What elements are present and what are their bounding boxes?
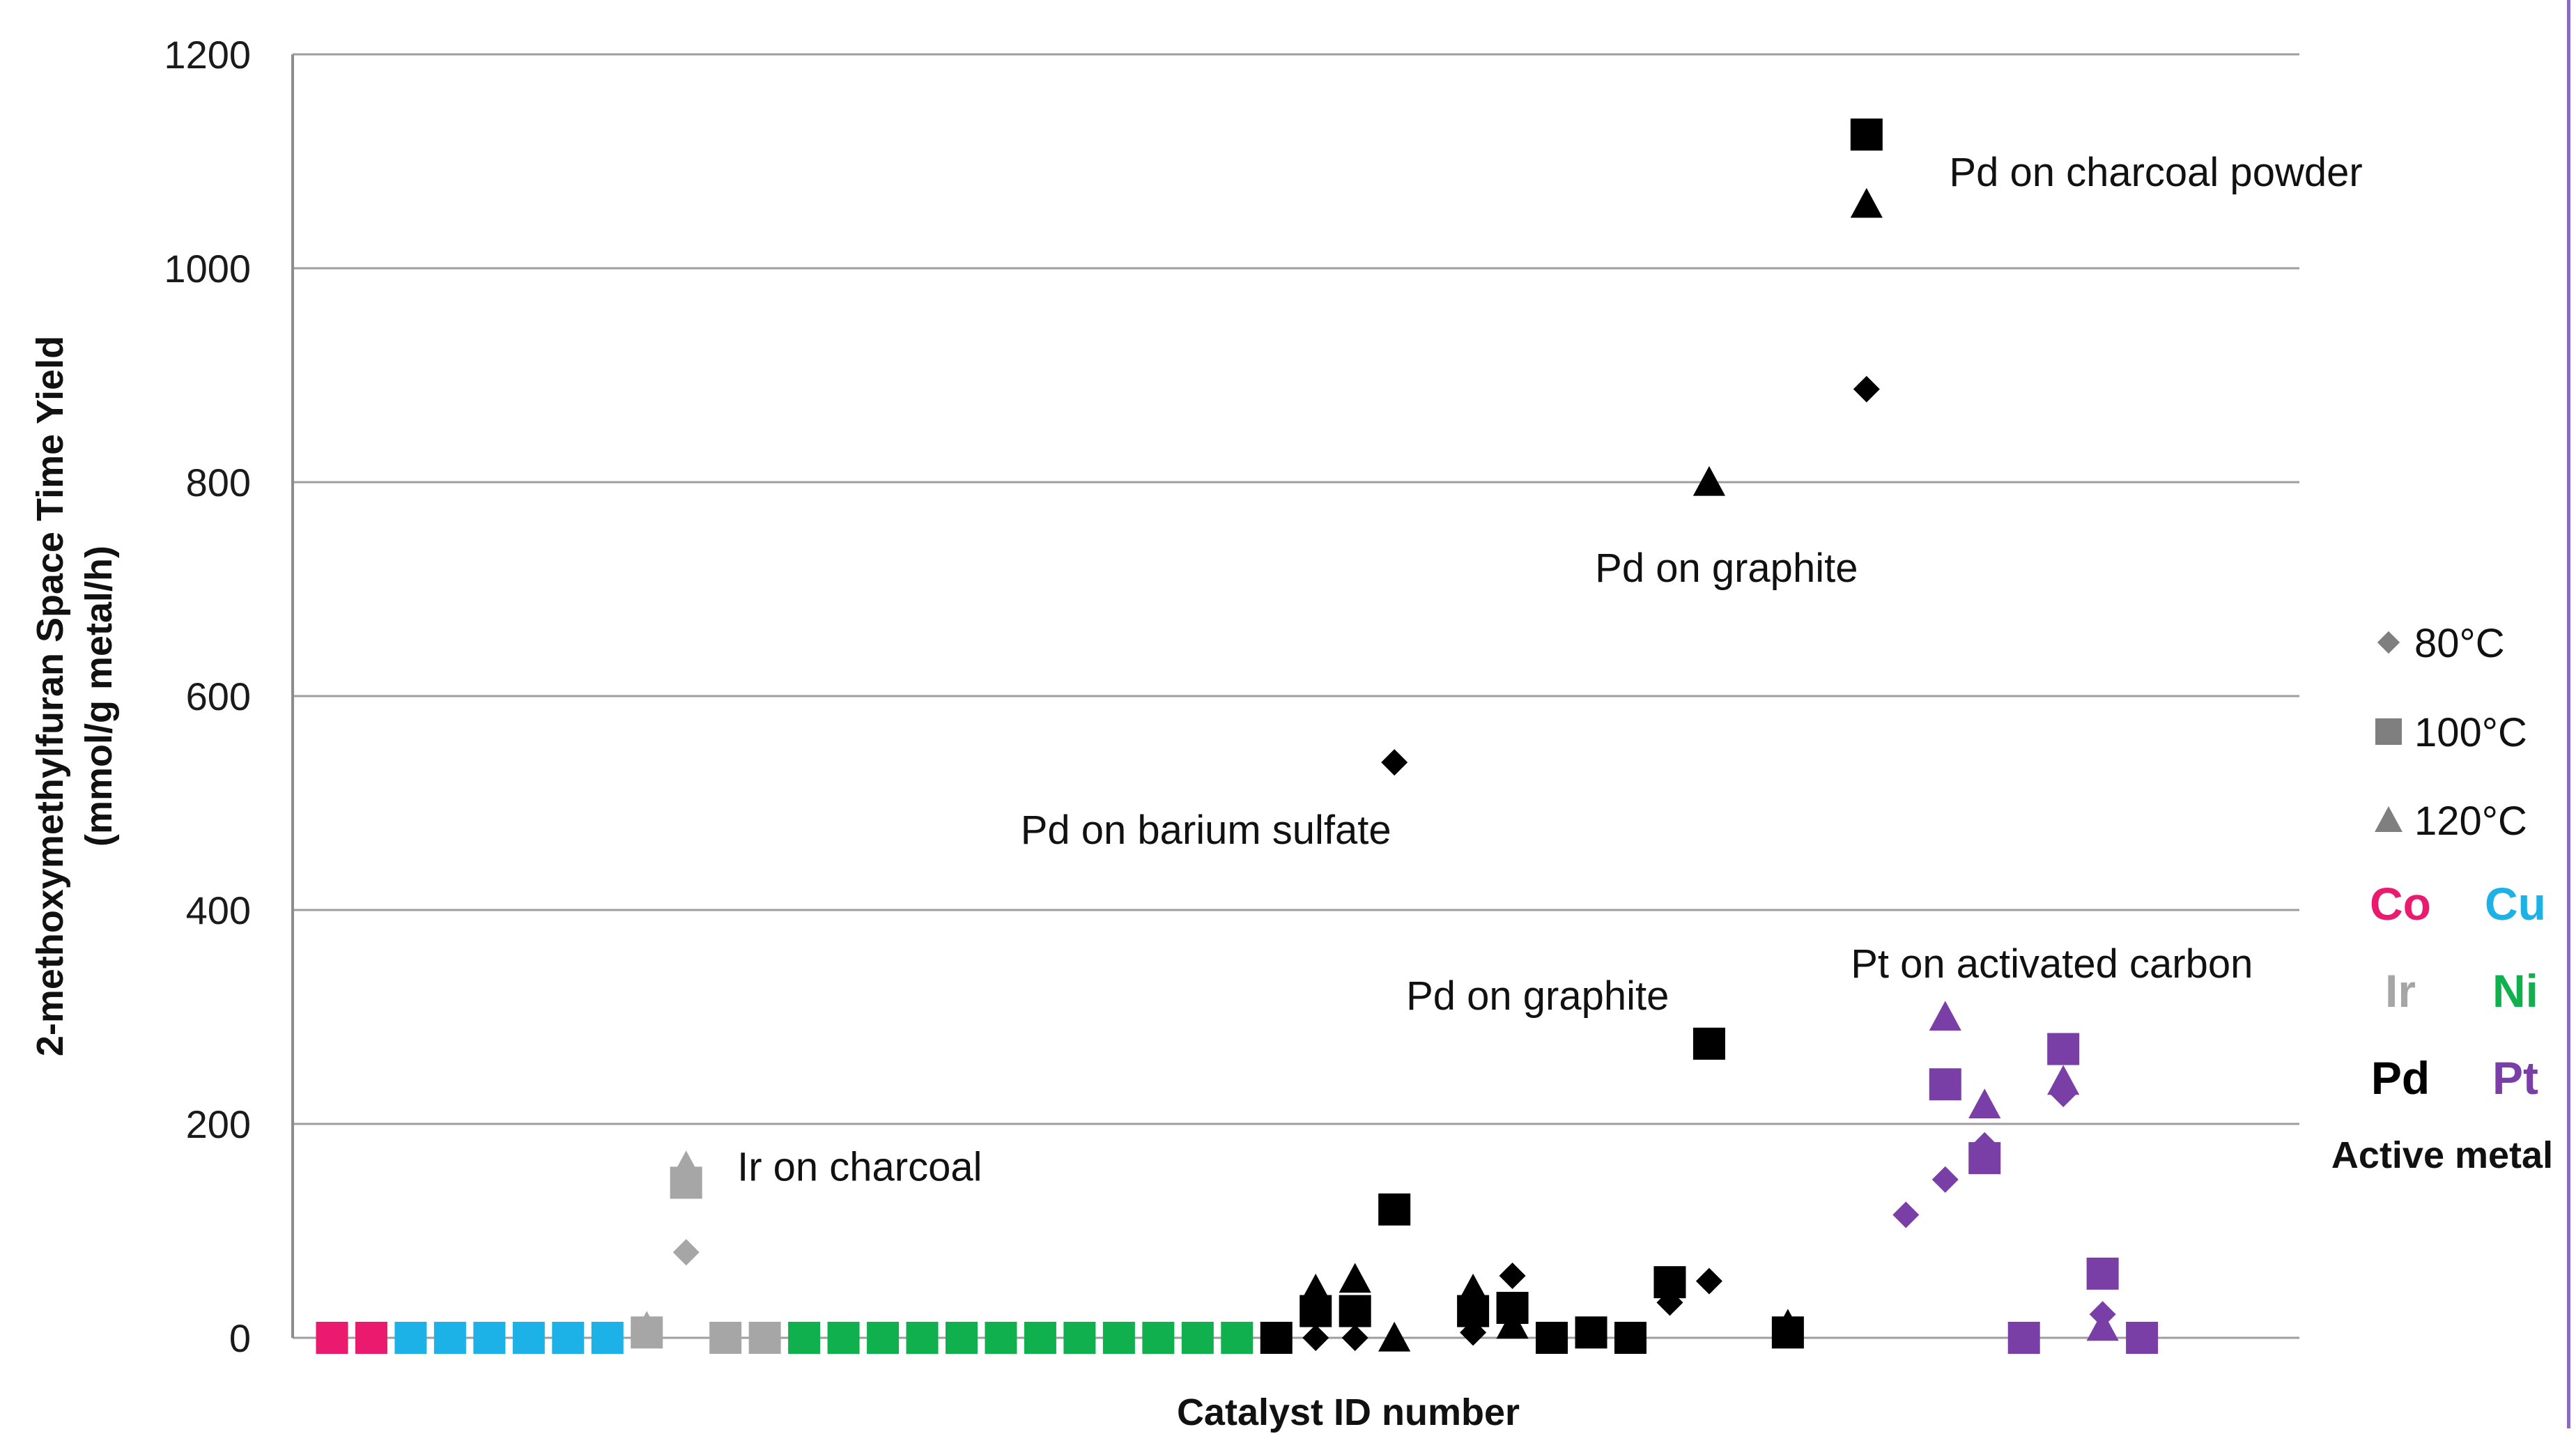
y-tick-labels: 0 200 400 600 800 1000 1200 <box>164 33 251 1360</box>
annotation-label: Pt on activated carbon <box>1851 941 2253 987</box>
data-point-ir-square <box>670 1166 702 1199</box>
data-point-ni-square <box>827 1322 860 1354</box>
data-point-pd-square <box>1614 1322 1646 1354</box>
annotation-label: Pd on graphite <box>1595 546 1858 591</box>
data-point-cu-square <box>473 1322 506 1354</box>
data-points <box>316 118 2159 1354</box>
annotation-label: Ir on charcoal <box>737 1144 982 1189</box>
data-point-pt-diamond <box>2050 1081 2077 1108</box>
data-point-pt-triangle <box>2047 1065 2080 1095</box>
data-point-ir-square <box>709 1322 742 1354</box>
data-point-pd-triangle <box>1850 187 1883 218</box>
x-axis-title: Catalyst ID number <box>1177 1391 1520 1433</box>
data-point-pd-diamond <box>1695 1267 1722 1295</box>
y-axis-title-line2: (mmol/g metal/h) <box>78 546 120 847</box>
data-point-ni-square <box>1221 1322 1254 1354</box>
data-point-cu-square <box>591 1322 624 1354</box>
annotations: Pd on charcoal powder Pd on graphite Pd on… <box>737 150 2363 1190</box>
data-point-pd-triangle <box>1692 465 1726 496</box>
data-point-pd-square <box>1299 1295 1332 1327</box>
data-point-pd-diamond <box>1853 376 1880 403</box>
data-point-pd-triangle <box>1378 1321 1411 1352</box>
data-point-pt-square <box>1929 1068 1961 1101</box>
gridlines <box>293 53 2299 1339</box>
data-point-ni-square <box>1024 1322 1056 1354</box>
data-point-pd-square <box>1496 1292 1529 1325</box>
y-tick-label: 200 <box>186 1102 251 1146</box>
data-point-ir-diamond <box>672 1239 700 1266</box>
annotation-label: Pd on graphite <box>1406 973 1669 1019</box>
data-point-ir-square <box>748 1322 781 1354</box>
y-tick-label: 0 <box>229 1316 251 1360</box>
data-point-pd-square <box>1850 118 1883 151</box>
y-tick-label: 600 <box>186 674 251 718</box>
data-point-ir-square <box>631 1316 663 1349</box>
data-point-pt-diamond <box>2089 1301 2116 1328</box>
legend-metal-ni: Ni <box>2492 965 2538 1017</box>
data-point-pd-diamond <box>1381 749 1408 776</box>
data-point-ni-square <box>906 1322 939 1354</box>
legend-metal-cu: Cu <box>2485 878 2546 930</box>
legend-diamond-icon <box>2377 631 2400 654</box>
data-point-ni-square <box>1063 1322 1096 1354</box>
data-point-pd-diamond <box>1656 1289 1683 1316</box>
legend-temp-label: 80°C <box>2414 621 2505 666</box>
legend: 80°C 100°C 120°C Co Cu Ir Ni Pd Pt Active metal <box>2331 621 2553 1176</box>
legend-metal-pd: Pd <box>2371 1052 2430 1104</box>
data-point-co-square <box>355 1322 387 1354</box>
data-point-pt-triangle <box>1968 1088 2001 1119</box>
y-tick-label: 1000 <box>164 247 251 291</box>
legend-square-icon <box>2375 718 2402 745</box>
legend-temperatures: 80°C 100°C 120°C <box>2375 621 2527 844</box>
data-point-ni-square <box>985 1322 1017 1354</box>
y-axis-title-line1: 2-methoxymethylfuran Space Time Yield <box>29 336 71 1056</box>
data-point-pd-square <box>1575 1316 1607 1349</box>
data-point-pd-diamond <box>1774 1319 1801 1346</box>
data-point-ni-square <box>1102 1322 1135 1354</box>
data-point-ni-square <box>867 1322 900 1354</box>
data-point-pd-diamond <box>1302 1325 1329 1351</box>
data-point-pt-diamond <box>1892 1201 1920 1228</box>
legend-triangle-icon <box>2375 806 2403 832</box>
data-point-ni-square <box>1181 1322 1214 1354</box>
data-point-pd-square <box>1536 1322 1568 1354</box>
data-point-pt-diamond <box>1931 1166 1959 1193</box>
annotation-label: Pd on charcoal powder <box>1949 150 2362 195</box>
legend-metal-ir: Ir <box>2385 965 2416 1017</box>
data-point-pd-square <box>1692 1027 1725 1060</box>
right-edge-divider <box>2567 0 2570 1428</box>
data-point-co-square <box>316 1322 348 1354</box>
annotation-label: Pd on barium sulfate <box>1021 808 1391 853</box>
data-point-pd-diamond <box>1460 1319 1487 1346</box>
data-point-cu-square <box>433 1322 466 1354</box>
legend-temp-label: 100°C <box>2414 710 2527 755</box>
data-point-cu-square <box>394 1322 427 1354</box>
legend-title: Active metal <box>2331 1134 2553 1176</box>
data-point-pt-square <box>2126 1322 2159 1354</box>
data-point-ni-square <box>946 1322 978 1354</box>
data-point-pt-square <box>2007 1322 2040 1354</box>
data-point-pt-triangle <box>1929 1001 1961 1031</box>
legend-metal-pt: Pt <box>2492 1052 2538 1104</box>
data-point-cu-square <box>552 1322 585 1354</box>
y-tick-label: 400 <box>186 888 251 932</box>
legend-temp-label: 120°C <box>2414 799 2527 844</box>
y-tick-label: 800 <box>186 461 251 504</box>
data-point-pd-diamond <box>1341 1325 1368 1351</box>
data-point-ni-square <box>1142 1322 1175 1354</box>
legend-metal-co: Co <box>2370 878 2431 930</box>
data-point-pd-square <box>1260 1322 1293 1354</box>
data-point-pd-square <box>1339 1295 1371 1327</box>
data-point-pt-diamond <box>1971 1132 1998 1159</box>
data-point-pt-square <box>2086 1257 2119 1290</box>
data-point-pt-square <box>2047 1033 2080 1065</box>
data-point-ni-square <box>788 1322 821 1354</box>
data-point-pd-diamond <box>1499 1262 1526 1289</box>
data-point-cu-square <box>512 1322 545 1354</box>
data-point-pd-square <box>1378 1193 1411 1226</box>
y-tick-label: 1200 <box>164 33 251 77</box>
legend-metals: Co Cu Ir Ni Pd Pt <box>2370 878 2546 1104</box>
data-point-pd-triangle <box>1339 1263 1371 1293</box>
